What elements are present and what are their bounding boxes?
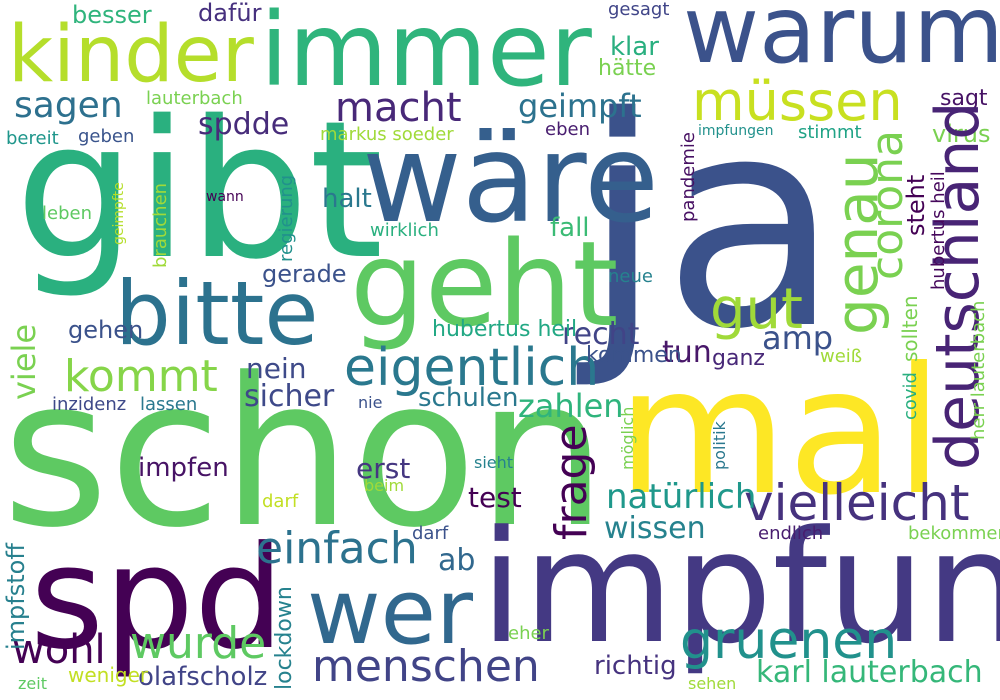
word-nein: nein [246,352,307,385]
word-eigentlich: eigentlich [344,338,600,398]
word-wurde: wurde [130,618,267,669]
word-erst: erst [356,452,411,485]
word-bereit: bereit [6,128,59,149]
word-ab: ab [438,543,476,578]
word-lockdown: lockdown [272,586,297,690]
word-sehen: zeit [18,674,47,693]
word-endlich: darf [412,523,449,544]
word-wann: wann [206,189,244,205]
word-stimmt: stimmt [798,122,862,143]
word-weniger: eher [508,623,549,644]
word-geben: geben [78,126,135,147]
word-beim: beim [364,476,405,495]
word-eben: eben [545,119,590,140]
word-impfstoff: impfstoff [2,543,30,650]
word-eher: bekommen [908,523,1000,544]
word-sieht: sieht [474,453,514,472]
word-wirklich: wirklich [370,220,439,241]
word-kinder: kinder [8,10,254,100]
word-spd: spd [30,516,285,681]
word-wer: wer [307,560,473,665]
word-kommen: hubertus heil [432,317,578,342]
word-nie: nie [358,393,383,412]
word-covid: covid [900,372,921,420]
word-einfach: einfach [256,523,418,574]
word-warum: warum [683,0,1000,84]
word-ganz: kommen [586,343,682,368]
word-waere: wäre [362,108,660,250]
word-dafuer: dafür [198,0,262,27]
word-pandemie: pandemie [678,132,699,222]
word-ja: ja [582,56,841,393]
word-leben: leben [42,203,92,224]
word-weiss: ganz [712,346,765,371]
word-halt: halt [322,184,372,214]
word-herr-lauterbach: herr lauterbach [968,300,989,440]
word-klar: klar [610,32,659,62]
word-bitte: bitte [115,262,319,365]
word-amp: amp [762,319,834,357]
word-markus-soeder: markus soeder [320,124,454,145]
word-sagen: sagen [14,85,123,126]
word-viele: viele [5,323,43,400]
word-sagt: sagt [940,86,988,111]
word-fall: fall [550,213,590,243]
word-geimpft: geimpft [518,87,642,125]
word-lassen: lassen [140,394,198,415]
word-sicher: sicher [244,379,335,414]
word-kommt: kommt [64,351,218,402]
word-darf: darf [262,491,299,512]
word-gut: gut [710,277,803,342]
word-impfen: impfen [138,453,229,483]
word-olafscholz: olafscholz [138,662,268,692]
word-haette: hätte [598,56,657,81]
word-politik: politik [710,421,729,470]
word-macht: macht [335,85,462,131]
word-mal: mal [617,331,944,534]
word-sollten: sollten [898,295,922,362]
word-gehen: weiß [820,346,863,367]
word-recht: recht [562,317,640,352]
word-schon: schon [2,335,607,573]
word-zeit: weniger [68,663,149,687]
word-frage: frage [546,424,597,540]
word-gibt: gibt [15,80,384,301]
word-karl-lauterbach: karl lauterbach [756,655,983,690]
word-virus: virus [932,120,991,148]
word-gesagt: gesagt [608,0,670,20]
word-impfungen: impfungen [698,123,774,139]
word-gar: gehen [68,316,144,344]
word-wohl: wohl [12,627,106,673]
word-inzidenz: inzidenz [52,394,127,415]
word-richtig: richtig [594,651,677,681]
word-zahlen: zahlen [518,387,624,425]
word-besser: besser [72,1,152,29]
word-regierung: regierung [276,174,297,262]
word-brauchen: brauchen [150,182,171,268]
word-schulen: schulen [418,383,519,413]
word-deutschland: menschen [312,641,540,692]
word-spdde: spdde [198,107,290,142]
word-geimpfte: geimpfte [111,182,127,245]
word-gerade: gerade [262,260,347,288]
word-gruenen: gruenen [680,611,898,671]
word-immer: immer [260,0,592,110]
word-geht: geht [350,215,619,353]
word-steht: steht [902,174,930,236]
word-impfung: impfung [480,497,1000,678]
word-tun: tun [662,335,712,370]
word-neue: neue [608,266,653,287]
word-wissen: wissen [604,511,706,546]
word-lauterbach: lauterbach [146,88,243,109]
word-bekommen: endlich [758,523,824,544]
word-test: test [468,481,522,514]
word-moeglich: möglich [618,406,637,470]
word-vielleicht: vielleicht [744,474,970,532]
word-leute: sehen [688,674,737,693]
word-natuerlich: natürlich [606,477,757,517]
word-hubertus-heil: hubertus heil [928,171,949,290]
word-muessen: müssen [692,70,903,133]
